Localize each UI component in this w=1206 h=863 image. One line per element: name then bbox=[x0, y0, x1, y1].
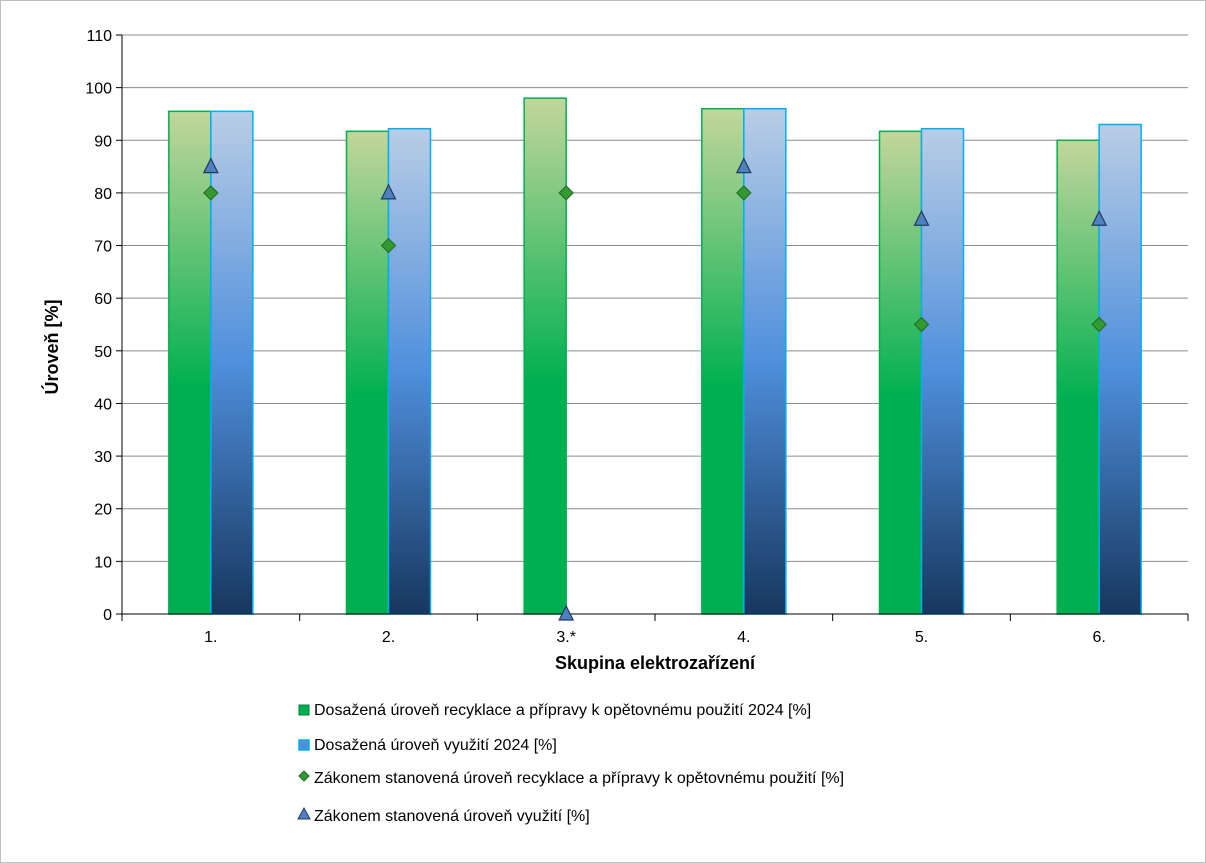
y-axis-title: Úroveň [%] bbox=[41, 299, 62, 394]
bar-recycling-achieved bbox=[523, 97, 567, 615]
y-tick-label: 20 bbox=[94, 502, 112, 519]
marker-recovery-legal bbox=[735, 157, 752, 174]
markers bbox=[202, 157, 1108, 621]
legend-label-recovery-legal: Zákonem stanovená úroveň využití [%] bbox=[314, 808, 590, 825]
bar-recycling-achieved bbox=[701, 107, 745, 615]
marker-recovery-legal bbox=[202, 157, 219, 174]
y-tick-label: 70 bbox=[94, 239, 112, 256]
marker-recycling-legal bbox=[558, 185, 574, 201]
marker-recycling-legal bbox=[736, 185, 752, 201]
legend-swatch-diamond bbox=[298, 770, 310, 782]
marker-recycling-legal bbox=[913, 316, 930, 333]
bar-recycling-achieved bbox=[345, 130, 390, 615]
axes bbox=[116, 34, 1189, 621]
x-tick-label: 3.* bbox=[556, 629, 576, 646]
x-tick-label: 6. bbox=[1092, 629, 1105, 646]
y-tick-label: 50 bbox=[94, 344, 112, 361]
marker-recycling-legal bbox=[380, 237, 397, 254]
bar-recovery-achieved bbox=[920, 127, 965, 615]
bars bbox=[168, 97, 1142, 615]
legend-swatch-triangle bbox=[297, 806, 311, 820]
marker-recovery-legal bbox=[558, 604, 575, 621]
y-tick-label: 80 bbox=[94, 186, 112, 203]
bar-recycling-achieved bbox=[878, 130, 923, 615]
x-axis-title: Skupina elektrozařízení bbox=[555, 653, 756, 673]
y-tick-label: 0 bbox=[103, 607, 112, 624]
bar-recovery-achieved bbox=[387, 127, 432, 615]
y-tick-label: 90 bbox=[94, 133, 112, 150]
x-tick-label: 2. bbox=[382, 629, 395, 646]
bar-recovery-achieved bbox=[1098, 123, 1142, 615]
x-tick-label: 1. bbox=[204, 629, 217, 646]
legend: Dosažená úroveň recyklace a přípravy k o… bbox=[297, 702, 844, 825]
bar-recycling-achieved bbox=[1056, 139, 1100, 615]
legend-swatch-green-bar bbox=[298, 704, 310, 716]
legend-item-recovery-legal: Zákonem stanovená úroveň využití [%] bbox=[297, 806, 590, 825]
legend-label-recovery-achieved: Dosažená úroveň využití 2024 [%] bbox=[314, 737, 557, 754]
y-tick-label: 30 bbox=[94, 449, 112, 466]
legend-item-recovery-achieved: Dosažená úroveň využití 2024 [%] bbox=[298, 737, 557, 754]
y-tick-label: 10 bbox=[94, 554, 112, 571]
legend-label-recycling-achieved: Dosažená úroveň recyklace a přípravy k o… bbox=[314, 702, 811, 719]
x-tick-label: 5. bbox=[915, 629, 928, 646]
y-tick-label: 110 bbox=[86, 28, 112, 45]
x-tick-label: 4. bbox=[737, 629, 750, 646]
bar-recovery-achieved bbox=[743, 107, 787, 615]
y-tick-label: 100 bbox=[85, 81, 112, 98]
marker-recycling-legal bbox=[1091, 316, 1107, 333]
tick-labels: 0 10 20 30 40 50 60 70 80 90 100 110 1. 2. 3.* 4. 5. 6. bbox=[85, 28, 1106, 646]
bar-recovery-achieved bbox=[210, 110, 254, 615]
legend-swatch-blue-bar bbox=[298, 739, 310, 751]
marker-recovery-legal bbox=[380, 183, 397, 200]
legend-item-recycling-legal: Zákonem stanovená úroveň recyklace a pří… bbox=[298, 770, 844, 787]
y-tick-label: 60 bbox=[94, 291, 112, 308]
marker-recycling-legal bbox=[203, 185, 219, 201]
bar-recycling-achieved bbox=[168, 110, 212, 615]
gridlines bbox=[122, 34, 1188, 562]
y-tick-label: 40 bbox=[94, 396, 112, 413]
legend-label-recycling-legal: Zákonem stanovená úroveň recyklace a pří… bbox=[314, 770, 844, 787]
legend-item-recycling-achieved: Dosažená úroveň recyklace a přípravy k o… bbox=[298, 702, 811, 719]
marker-recovery-legal bbox=[1091, 209, 1108, 226]
marker-recovery-legal bbox=[913, 209, 930, 226]
